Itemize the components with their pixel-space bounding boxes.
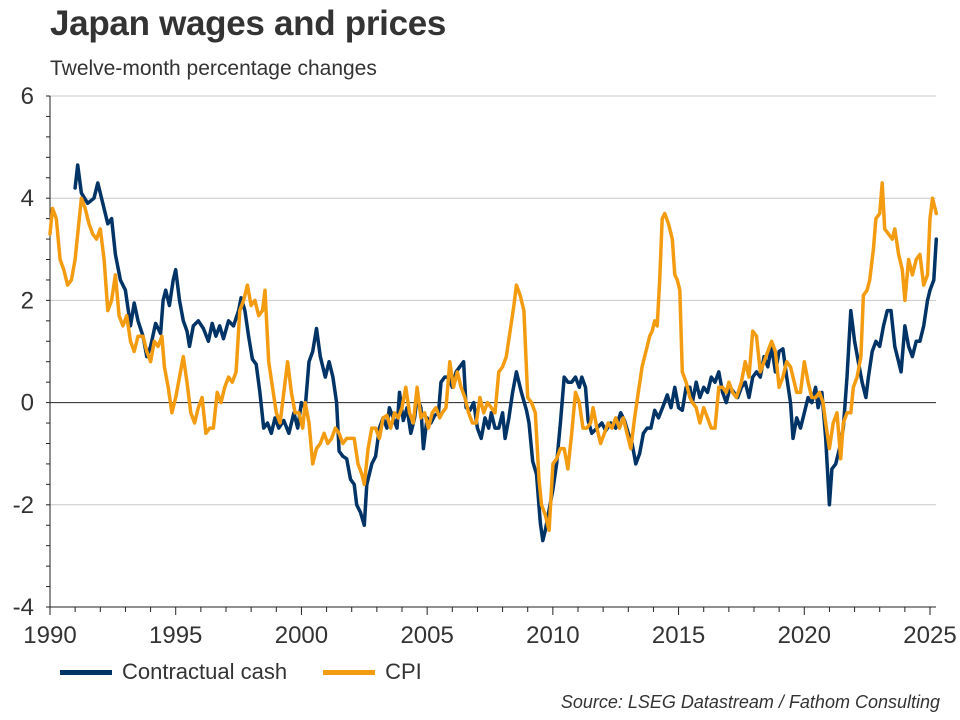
- legend-item-cpi: CPI: [323, 659, 422, 685]
- y-tick-label: 2: [21, 287, 34, 314]
- series-line-contractual-cash: [73, 163, 939, 543]
- y-tick-label: 4: [21, 185, 34, 212]
- x-tick-label: 1990: [23, 622, 76, 649]
- legend-label-contractual-cash: Contractual cash: [122, 659, 288, 684]
- series-line-cpi: [48, 181, 939, 533]
- x-tick-label: 2015: [652, 622, 705, 649]
- x-tick-label: 2025: [903, 622, 956, 649]
- y-tick-label: 0: [21, 390, 34, 417]
- y-tick-label: -2: [13, 492, 34, 519]
- chart-subtitle: Twelve-month percentage changes: [50, 57, 377, 80]
- axes: [46, 95, 936, 615]
- x-tick-label: 2000: [275, 622, 328, 649]
- chart-title: Japan wages and prices: [50, 4, 447, 43]
- y-tick-label: 6: [21, 83, 34, 110]
- y-tick-label: -4: [13, 594, 34, 621]
- x-tick-label: 2020: [778, 622, 831, 649]
- gridlines: [50, 95, 936, 506]
- x-tick-label: 2005: [400, 622, 453, 649]
- x-tick-label: 2010: [526, 622, 579, 649]
- legend: Contractual cash CPI: [60, 659, 458, 685]
- x-tick-label: 1995: [149, 622, 202, 649]
- legend-item-contractual-cash: Contractual cash: [60, 659, 287, 685]
- legend-label-cpi: CPI: [385, 659, 422, 684]
- legend-swatch-cpi: [323, 669, 376, 675]
- legend-swatch-contractual-cash: [60, 669, 112, 675]
- series-lines: [48, 163, 939, 543]
- source-note: Source: LSEG Datastream / Fathom Consult…: [560, 692, 940, 712]
